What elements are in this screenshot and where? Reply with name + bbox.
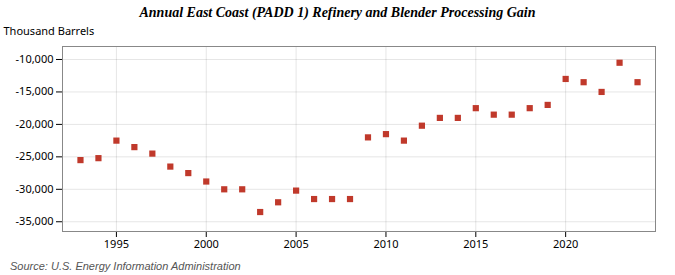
svg-text:-10,000: -10,000: [16, 51, 54, 66]
svg-text:-25,000: -25,000: [16, 148, 54, 163]
html-text:Source: U.S. Energy Informatio: Source: U.S. Energy Information Administ…: [10, 260, 241, 272]
svg-text:-20,000: -20,000: [16, 116, 54, 131]
svg-text:-30,000: -30,000: [16, 181, 54, 196]
svg-text:-35,000: -35,000: [16, 213, 54, 228]
svg-text:2010: 2010: [373, 236, 398, 251]
svg-text:Thousand Barrels: Thousand Barrels: [4, 24, 95, 38]
svg-text:2020: 2020: [553, 236, 578, 251]
svg-text:-15,000: -15,000: [16, 83, 54, 98]
svg-text:2005: 2005: [284, 236, 309, 251]
svg-text:2000: 2000: [194, 236, 219, 251]
html-text:Annual East Coast (PADD 1) Ref: Annual East Coast (PADD 1) Refinery and …: [139, 5, 536, 20]
svg-text:1995: 1995: [104, 236, 129, 251]
svg-text:2015: 2015: [463, 236, 488, 251]
